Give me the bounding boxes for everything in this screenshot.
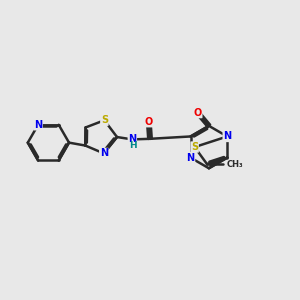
Text: CH₃: CH₃ bbox=[227, 160, 244, 169]
Text: N: N bbox=[34, 120, 42, 130]
Text: H: H bbox=[129, 141, 136, 150]
Text: S: S bbox=[191, 142, 198, 152]
Text: N: N bbox=[100, 148, 108, 158]
Text: O: O bbox=[145, 117, 153, 127]
Text: S: S bbox=[101, 115, 108, 125]
Text: N: N bbox=[128, 134, 136, 144]
Text: N: N bbox=[223, 131, 231, 142]
Text: O: O bbox=[194, 108, 202, 118]
Text: N: N bbox=[187, 153, 195, 163]
